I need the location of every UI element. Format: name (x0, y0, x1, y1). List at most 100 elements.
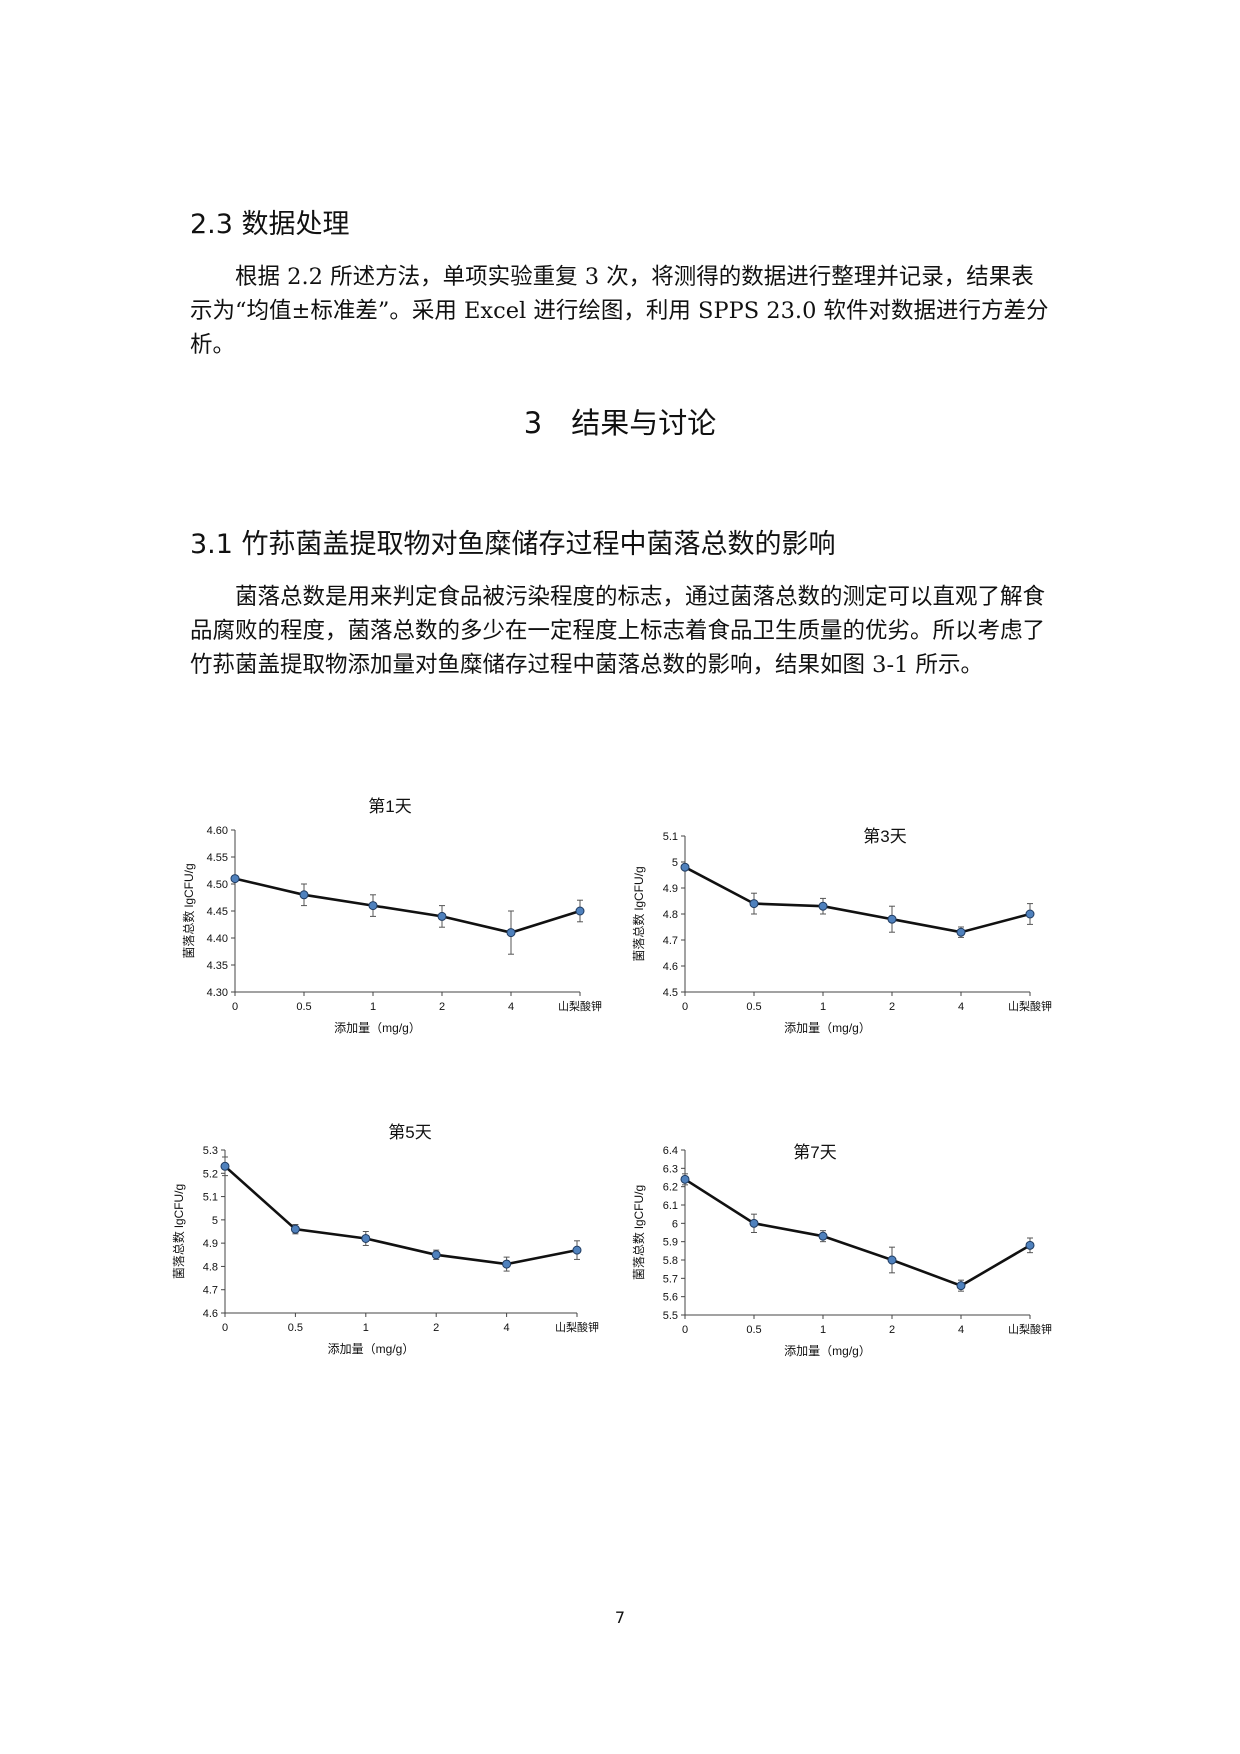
chart-day3-y-tick-label: 4.6 (663, 961, 678, 973)
chart-day3-y-tick-label: 5 (672, 857, 678, 869)
chart-day1-x-tick-label: 0 (232, 1001, 238, 1013)
chart-day7-x-tick-label: 2 (889, 1324, 895, 1336)
chart-day1-x-tick-label: 山梨酸钾 (558, 999, 602, 1013)
chart-day3-y-tick-label: 4.9 (663, 883, 678, 895)
chart-day5-x-tick-label: 山梨酸钾 (555, 1320, 599, 1334)
chart-day1-y-tick-label: 4.30 (207, 987, 228, 999)
chart-day7-x-tick-label: 山梨酸钾 (1008, 1322, 1052, 1336)
chart-day3-x-axis-label: 添加量（mg/g） (784, 1021, 871, 1035)
chart-day5-x-tick-label: 4 (504, 1322, 510, 1334)
chart-day1-title: 第1天 (368, 797, 411, 816)
chart-day1-series-line (234, 877, 581, 934)
chart-day5-data-point (502, 1259, 512, 1269)
chart-day1-y-tick-label: 4.40 (207, 933, 228, 945)
chart-day3-data-point (956, 927, 966, 937)
chart-day3-data-point (818, 901, 828, 911)
chart-day5-y-tick-label: 5.3 (203, 1145, 218, 1157)
chart-day5-y-tick-label: 5.2 (203, 1168, 218, 1180)
chart-day5-y-tick-label: 5 (212, 1215, 218, 1227)
chart-day1-y-axis-label: 菌落总数 lgCFU/g (181, 863, 196, 958)
chart-day3-x-tick-label: 0 (682, 1001, 688, 1013)
chart-day5-data-point (290, 1224, 300, 1234)
chart-day1-data-point (230, 874, 240, 884)
chart-day5-x-tick-label: 0.5 (288, 1322, 303, 1334)
chart-day3-data-point (749, 899, 759, 909)
chart-day1-x-tick-label: 0.5 (296, 1001, 311, 1013)
chart-day5-y-tick-label: 5.1 (203, 1192, 218, 1204)
chart-day3-y-tick-label: 4.7 (663, 935, 678, 947)
chart-day3-data-point (1025, 909, 1035, 919)
section-3-1-paragraph: 菌落总数是用来判定食品被污染程度的标志，通过菌落总数的测定可以直观了解食品腐败的… (190, 584, 1046, 678)
chart-day7-x-tick-label: 0.5 (746, 1324, 761, 1336)
chart-day7-x-tick-label: 0 (682, 1324, 688, 1336)
chart-day1-y-tick-label: 4.50 (207, 879, 228, 891)
chart-day5-x-tick-label: 1 (363, 1322, 369, 1334)
chart-day1-svg: 第1天 4.30 4.35 4.40 4.45 4.50 4.55 4.60 0 0.5 1 2 4 山梨… (181, 797, 602, 1035)
chart-day7-x-axis-label: 添加量（mg/g） (784, 1344, 871, 1358)
chart-day3-x-tick-label: 山梨酸钾 (1008, 999, 1052, 1013)
chart-day5-y-tick-label: 4.6 (203, 1308, 218, 1320)
chart-day7-y-tick-label: 6.3 (663, 1163, 678, 1175)
chart-day3-title: 第3天 (863, 827, 906, 846)
section-2-3-paragraph: 根据 2.2 所述方法，单项实验重复 3 次，将测得的数据进行整理并记录，结果表… (190, 264, 1049, 358)
chart-day7-data-point (680, 1174, 690, 1184)
section-2-3-paragraph-block: 根据 2.2 所述方法，单项实验重复 3 次，将测得的数据进行整理并记录，结果表… (190, 260, 1050, 362)
chart-day5-y-axis-label: 菌落总数 lgCFU/g (171, 1184, 186, 1279)
chart-day5-y-tick-label: 4.8 (203, 1261, 218, 1273)
chart-day7-data-point (887, 1255, 897, 1265)
chart-day1-y-tick-label: 4.35 (207, 960, 228, 972)
chart-day7-y-tick-label: 5.8 (663, 1255, 678, 1267)
chart-day1-data-point (368, 901, 378, 911)
chart-day3-x-tick-label: 0.5 (746, 1001, 761, 1013)
chart-day1-y-tick-label: 4.55 (207, 852, 228, 864)
chart-day1: 第1天 4.30 4.35 4.40 4.45 4.50 4.55 4.60 0 0.5 1 2 4 山梨… (160, 790, 620, 1050)
chapter-3-heading: 3 结果与讨论 (523, 406, 717, 440)
chart-day3-y-axis-label: 菌落总数 lgCFU/g (631, 866, 646, 961)
chart-day5-svg: 第5天 4.6 4.7 4.8 4.9 5 5.1 5.2 5.3 0 0.5 1 2 4 山梨酸钾添加量（… (171, 1123, 599, 1356)
chart-day5-y-tick-label: 4.7 (203, 1285, 218, 1297)
chart-day7-data-point (749, 1218, 759, 1228)
chart-day3-y-tick-label: 5.1 (663, 831, 678, 843)
chart-day7-series-line (684, 1178, 1031, 1288)
chart-day3-svg: 第3天 4.5 4.6 4.7 4.8 4.9 5 5.1 0 0.5 1 2 4 山梨酸钾添加量（mg/… (631, 827, 1052, 1035)
chart-day3: 第3天 4.5 4.6 4.7 4.8 4.9 5 5.1 0 0.5 1 2 4 山梨酸钾 添加量（mg/… (615, 800, 1075, 1060)
chart-day5-x-axis-label: 添加量（mg/g） (328, 1342, 415, 1356)
chart-day5-data-point (220, 1161, 230, 1171)
chart-day3-data-point (887, 914, 897, 924)
chart-day5-data-point (431, 1250, 441, 1260)
chart-day7-y-tick-label: 5.9 (663, 1237, 678, 1249)
chart-day7-y-tick-label: 5.5 (663, 1310, 678, 1322)
chart-day7-svg: 第7天 5.5 5.6 5.7 5.8 5.9 6 6.1 6.2 6.3 6.4 0 0.5 1 2 4 山梨… (631, 1143, 1052, 1358)
chart-day7-y-tick-label: 6.4 (663, 1145, 678, 1157)
chart-day1-x-axis-label: 添加量（mg/g） (334, 1021, 421, 1035)
chart-day7-y-axis-label: 菌落总数 lgCFU/g (631, 1185, 646, 1280)
chart-day1-data-point (437, 911, 447, 921)
chart-day5-x-tick-label: 0 (222, 1322, 228, 1334)
section-2-3-heading: 2.3 数据处理 (190, 209, 350, 241)
chart-day7-y-tick-label: 6.1 (663, 1200, 678, 1212)
chart-day7-title: 第7天 (793, 1143, 836, 1162)
chart-day3-x-tick-label: 4 (958, 1001, 964, 1013)
chart-day3-data-point (680, 862, 690, 872)
chart-day7-y-tick-label: 5.6 (663, 1292, 678, 1304)
chart-day7-y-tick-label: 5.7 (663, 1273, 678, 1285)
chart-day5-series-line (224, 1165, 578, 1266)
chart-day3-x-tick-label: 2 (889, 1001, 895, 1013)
chart-day7: 第7天 5.5 5.6 5.7 5.8 5.9 6 6.1 6.2 6.3 6.4 0 0.5 1 2 4 山梨… (615, 1130, 1075, 1380)
chart-day7-y-tick-label: 6.2 (663, 1182, 678, 1194)
page-number: 7 (614, 1608, 626, 1627)
chart-day7-data-point (1025, 1240, 1035, 1250)
chart-day7-x-tick-label: 4 (958, 1324, 964, 1336)
chart-day5: 第5天 4.6 4.7 4.8 4.9 5 5.1 5.2 5.3 0 0.5 1 2 4 山梨酸钾 添加量（… (155, 1120, 625, 1380)
chart-day7-x-tick-label: 1 (820, 1324, 826, 1336)
chart-day3-x-tick-label: 1 (820, 1001, 826, 1013)
chart-day1-data-point (506, 928, 516, 938)
chart-day7-y-tick-label: 6 (672, 1218, 678, 1230)
chart-day1-y-tick-label: 4.60 (207, 825, 228, 837)
chart-day3-series-line (684, 866, 1031, 934)
chart-day1-y-tick-label: 4.45 (207, 906, 228, 918)
section-3-1-paragraph-block: 菌落总数是用来判定食品被污染程度的标志，通过菌落总数的测定可以直观了解食品腐败的… (190, 580, 1050, 682)
chart-day1-x-tick-label: 2 (439, 1001, 445, 1013)
chart-day1-x-tick-label: 1 (370, 1001, 376, 1013)
chart-day5-x-tick-label: 2 (433, 1322, 439, 1334)
